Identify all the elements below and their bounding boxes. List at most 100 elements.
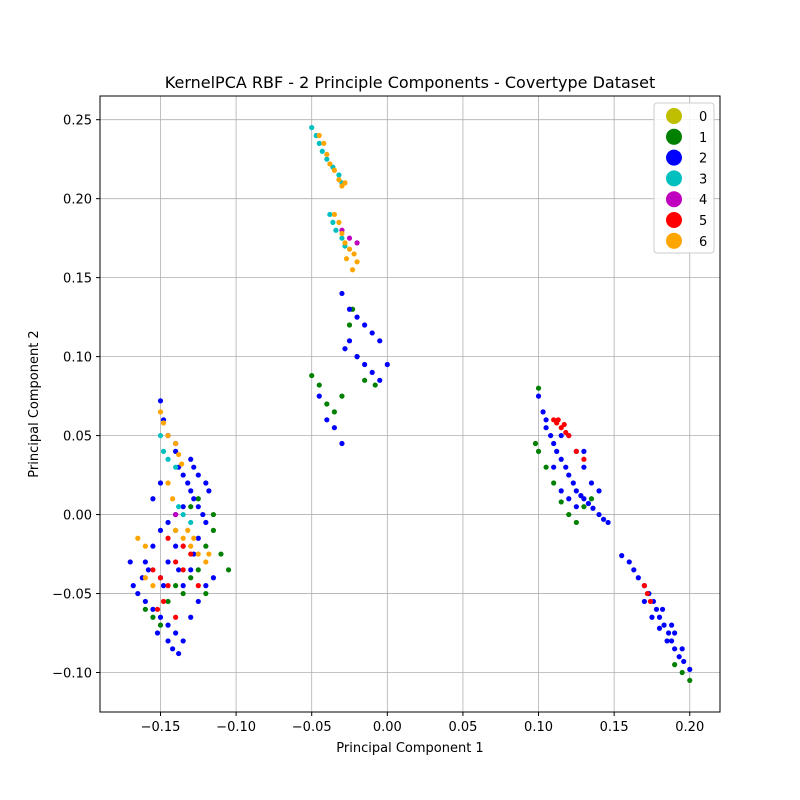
data-point-class-3	[309, 125, 314, 130]
data-point-class-6	[336, 220, 341, 225]
legend-label-6: 6	[699, 235, 707, 250]
data-point-class-6	[342, 180, 347, 185]
data-point-class-1	[543, 465, 548, 470]
data-point-class-6	[135, 536, 140, 541]
data-point-class-6	[324, 152, 329, 157]
data-point-class-2	[636, 575, 641, 580]
legend-marker-0	[666, 108, 682, 124]
legend-marker-2	[666, 150, 682, 166]
data-point-class-2	[669, 623, 674, 628]
legend-label-1: 1	[699, 131, 707, 146]
data-point-class-6	[179, 461, 184, 466]
data-point-class-1	[339, 394, 344, 399]
data-point-class-2	[551, 465, 556, 470]
data-point-class-2	[146, 567, 151, 572]
y-tick-label: −0.10	[52, 667, 92, 682]
data-point-class-2	[161, 583, 166, 588]
data-point-class-2	[681, 659, 686, 664]
data-point-class-6	[350, 267, 355, 272]
data-point-class-6	[173, 441, 178, 446]
data-point-class-2	[551, 441, 556, 446]
data-point-class-5	[574, 449, 579, 454]
data-point-class-3	[333, 228, 338, 233]
data-point-class-5	[642, 583, 647, 588]
data-point-class-1	[165, 599, 170, 604]
data-point-class-5	[150, 567, 155, 572]
data-point-class-2	[196, 504, 201, 509]
legend-label-3: 3	[699, 172, 707, 187]
legend-label-2: 2	[699, 152, 707, 167]
data-point-class-1	[211, 512, 216, 517]
data-point-class-1	[324, 401, 329, 406]
data-point-class-2	[181, 583, 186, 588]
data-point-class-2	[536, 394, 541, 399]
data-point-class-2	[206, 488, 211, 493]
data-point-class-2	[559, 457, 564, 462]
data-point-class-2	[377, 378, 382, 383]
data-point-class-2	[677, 654, 682, 659]
data-point-class-2	[200, 512, 205, 517]
data-point-class-2	[649, 615, 654, 620]
data-point-class-1	[158, 623, 163, 628]
data-point-class-5	[173, 559, 178, 564]
data-point-class-2	[150, 544, 155, 549]
data-point-class-3	[339, 236, 344, 241]
data-point-class-2	[150, 496, 155, 501]
data-point-class-1	[551, 480, 556, 485]
data-point-class-6	[181, 536, 186, 541]
data-point-class-3	[317, 141, 322, 146]
legend-marker-3	[666, 170, 682, 186]
y-tick-label: 0.05	[63, 430, 92, 445]
data-point-class-6	[206, 551, 211, 556]
x-axis-label: Principal Component 1	[336, 741, 483, 756]
data-point-class-2	[176, 567, 181, 572]
data-point-class-2	[347, 307, 352, 312]
data-point-class-6	[150, 583, 155, 588]
data-point-class-3	[336, 172, 341, 177]
data-point-class-2	[631, 567, 636, 572]
data-point-class-2	[165, 559, 170, 564]
data-point-class-3	[158, 433, 163, 438]
data-point-class-2	[657, 615, 662, 620]
data-point-class-2	[672, 646, 677, 651]
data-point-class-2	[339, 291, 344, 296]
data-point-class-2	[590, 506, 595, 511]
data-point-class-3	[327, 212, 332, 217]
data-point-class-6	[173, 528, 178, 533]
data-point-class-2	[680, 646, 685, 651]
data-point-class-2	[657, 626, 662, 631]
plot-frame	[100, 96, 720, 712]
data-point-class-2	[191, 465, 196, 470]
data-point-class-6	[317, 133, 322, 138]
data-point-class-2	[158, 480, 163, 485]
legend-marker-6	[666, 233, 682, 249]
data-point-class-6	[170, 496, 175, 501]
data-point-class-2	[627, 559, 632, 564]
data-point-class-2	[586, 501, 591, 506]
data-point-class-2	[158, 615, 163, 620]
data-point-class-6	[188, 544, 193, 549]
data-point-class-2	[370, 370, 375, 375]
y-tick-label: 0.20	[63, 193, 92, 208]
x-tick-label: 0.10	[524, 720, 553, 735]
data-point-class-4	[354, 240, 359, 245]
data-point-class-3	[173, 465, 178, 470]
data-point-class-1	[536, 449, 541, 454]
data-point-class-2	[654, 607, 659, 612]
data-point-class-6	[165, 433, 170, 438]
y-tick-label: −0.05	[52, 588, 92, 603]
data-point-class-2	[347, 338, 352, 343]
data-point-class-1	[533, 441, 538, 446]
data-point-class-2	[181, 638, 186, 643]
x-tick-label: −0.10	[216, 720, 256, 735]
data-point-class-5	[165, 536, 170, 541]
data-point-class-6	[191, 536, 196, 541]
data-point-class-1	[143, 607, 148, 612]
data-point-class-2	[596, 488, 601, 493]
data-point-class-2	[150, 607, 155, 612]
data-point-class-2	[332, 425, 337, 430]
data-point-class-2	[672, 630, 677, 635]
data-point-class-2	[605, 520, 610, 525]
y-axis-label: Principal Component 2	[27, 330, 42, 477]
data-point-class-6	[196, 551, 201, 556]
